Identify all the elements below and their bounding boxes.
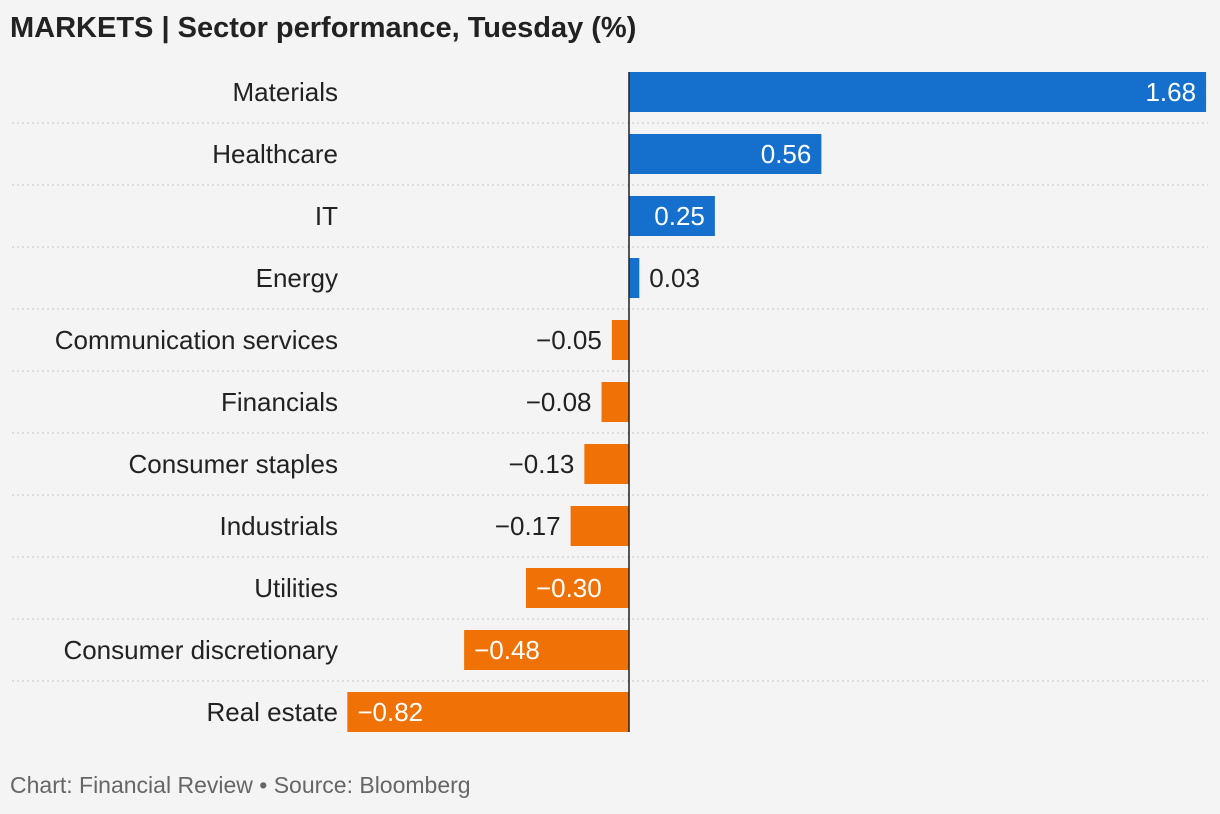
bar <box>570 506 629 546</box>
chart-source-footer: Chart: Financial Review • Source: Bloomb… <box>10 772 471 798</box>
value-label: −0.08 <box>526 387 592 417</box>
value-label: 0.56 <box>761 139 812 169</box>
bar <box>629 258 640 298</box>
bar <box>464 630 629 670</box>
value-label: −0.82 <box>357 697 423 727</box>
value-label: 0.03 <box>649 263 700 293</box>
category-label: Materials <box>233 77 338 107</box>
bar <box>629 134 822 174</box>
category-label: Consumer discretionary <box>63 635 338 665</box>
value-label: −0.30 <box>536 573 602 603</box>
bar <box>629 72 1207 112</box>
category-label: Consumer staples <box>128 449 338 479</box>
value-label: 1.68 <box>1145 77 1196 107</box>
bar <box>584 444 629 484</box>
value-label: −0.17 <box>495 511 561 541</box>
category-label: Financials <box>221 387 338 417</box>
chart-title: MARKETS | Sector performance, Tuesday (%… <box>10 12 637 44</box>
bar <box>525 568 629 608</box>
category-label: IT <box>315 201 338 231</box>
category-label: Real estate <box>206 697 338 727</box>
category-label: Utilities <box>254 573 338 603</box>
category-label: Energy <box>256 263 338 293</box>
value-label: −0.48 <box>474 635 540 665</box>
category-label: Communication services <box>55 325 338 355</box>
bar <box>601 382 629 422</box>
value-label: 0.25 <box>654 201 705 231</box>
bar <box>629 196 715 236</box>
category-label: Healthcare <box>212 139 338 169</box>
bar <box>347 692 629 732</box>
value-label: −0.05 <box>536 325 602 355</box>
bar <box>611 320 629 360</box>
category-label: Industrials <box>220 511 339 541</box>
value-label: −0.13 <box>509 449 575 479</box>
